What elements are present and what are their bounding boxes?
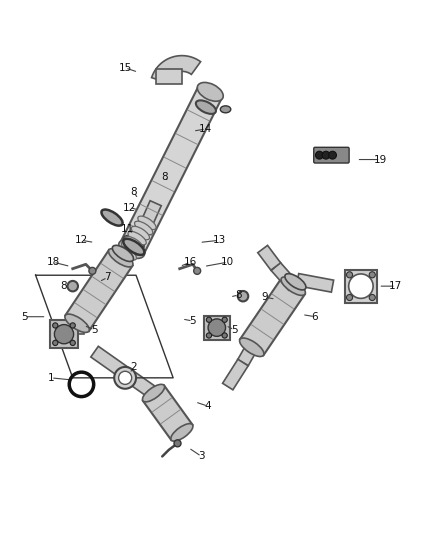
Ellipse shape [119, 240, 145, 259]
Polygon shape [297, 273, 334, 292]
Circle shape [315, 151, 323, 159]
Ellipse shape [54, 325, 74, 344]
Ellipse shape [281, 277, 305, 295]
Ellipse shape [123, 239, 145, 255]
Polygon shape [155, 69, 182, 84]
Text: 8: 8 [61, 281, 67, 291]
Text: 14: 14 [199, 124, 212, 134]
Ellipse shape [118, 247, 136, 260]
Ellipse shape [128, 231, 146, 245]
Circle shape [238, 291, 248, 302]
Ellipse shape [240, 338, 264, 357]
Polygon shape [141, 201, 161, 225]
Text: 3: 3 [198, 451, 205, 462]
Polygon shape [204, 316, 230, 340]
Text: 8: 8 [235, 290, 242, 300]
Ellipse shape [124, 236, 144, 249]
Polygon shape [240, 278, 305, 355]
Text: 8: 8 [161, 172, 168, 182]
FancyBboxPatch shape [314, 147, 349, 163]
Circle shape [369, 272, 375, 278]
Circle shape [194, 268, 201, 274]
Ellipse shape [208, 319, 226, 336]
Text: 5: 5 [190, 316, 196, 326]
Circle shape [322, 151, 330, 159]
Text: 18: 18 [46, 257, 60, 267]
Polygon shape [117, 244, 135, 263]
Polygon shape [238, 344, 257, 366]
Circle shape [114, 367, 136, 389]
Polygon shape [65, 250, 133, 331]
Ellipse shape [142, 384, 165, 402]
Text: 5: 5 [91, 325, 98, 335]
Ellipse shape [109, 248, 133, 267]
Polygon shape [223, 359, 248, 390]
Ellipse shape [65, 314, 89, 333]
Text: 8: 8 [131, 187, 137, 197]
Circle shape [67, 281, 78, 292]
Ellipse shape [121, 241, 140, 255]
Ellipse shape [196, 100, 216, 114]
Circle shape [119, 372, 132, 384]
Text: 13: 13 [212, 235, 226, 245]
Circle shape [346, 294, 353, 301]
Polygon shape [258, 245, 281, 270]
Text: 5: 5 [231, 325, 237, 335]
Text: 7: 7 [104, 272, 111, 282]
Circle shape [53, 340, 58, 345]
Circle shape [328, 151, 336, 159]
Text: 11: 11 [121, 224, 134, 235]
Circle shape [222, 317, 227, 322]
Text: 17: 17 [389, 281, 403, 291]
Text: 6: 6 [312, 312, 318, 322]
Circle shape [70, 323, 75, 328]
Polygon shape [50, 320, 78, 349]
Ellipse shape [131, 227, 149, 240]
Ellipse shape [125, 237, 143, 250]
Ellipse shape [171, 424, 193, 441]
Polygon shape [122, 220, 152, 257]
Text: 1: 1 [48, 373, 54, 383]
Polygon shape [345, 270, 377, 303]
Circle shape [206, 317, 212, 322]
Text: 12: 12 [75, 235, 88, 245]
Ellipse shape [113, 245, 134, 262]
Circle shape [222, 333, 227, 338]
Ellipse shape [102, 209, 123, 225]
Polygon shape [71, 323, 84, 334]
Text: 4: 4 [205, 401, 212, 411]
Text: 9: 9 [261, 292, 268, 302]
Polygon shape [152, 55, 201, 83]
Text: 15: 15 [119, 63, 132, 73]
Text: 12: 12 [123, 203, 136, 213]
Text: 2: 2 [131, 362, 137, 372]
Text: 19: 19 [374, 155, 387, 165]
Ellipse shape [134, 221, 153, 235]
Circle shape [349, 274, 373, 298]
Circle shape [206, 333, 212, 338]
Circle shape [70, 340, 75, 345]
Text: 10: 10 [221, 257, 234, 267]
Text: 5: 5 [21, 312, 28, 322]
Circle shape [53, 323, 58, 328]
Polygon shape [143, 385, 193, 440]
Ellipse shape [197, 83, 223, 101]
Text: 16: 16 [184, 257, 197, 267]
Circle shape [369, 294, 375, 301]
Polygon shape [271, 262, 298, 290]
Ellipse shape [138, 216, 156, 230]
Polygon shape [120, 86, 222, 255]
Circle shape [346, 272, 353, 278]
Ellipse shape [220, 106, 231, 113]
Polygon shape [91, 346, 157, 399]
Ellipse shape [285, 273, 306, 290]
Circle shape [89, 268, 96, 274]
Circle shape [174, 440, 181, 447]
